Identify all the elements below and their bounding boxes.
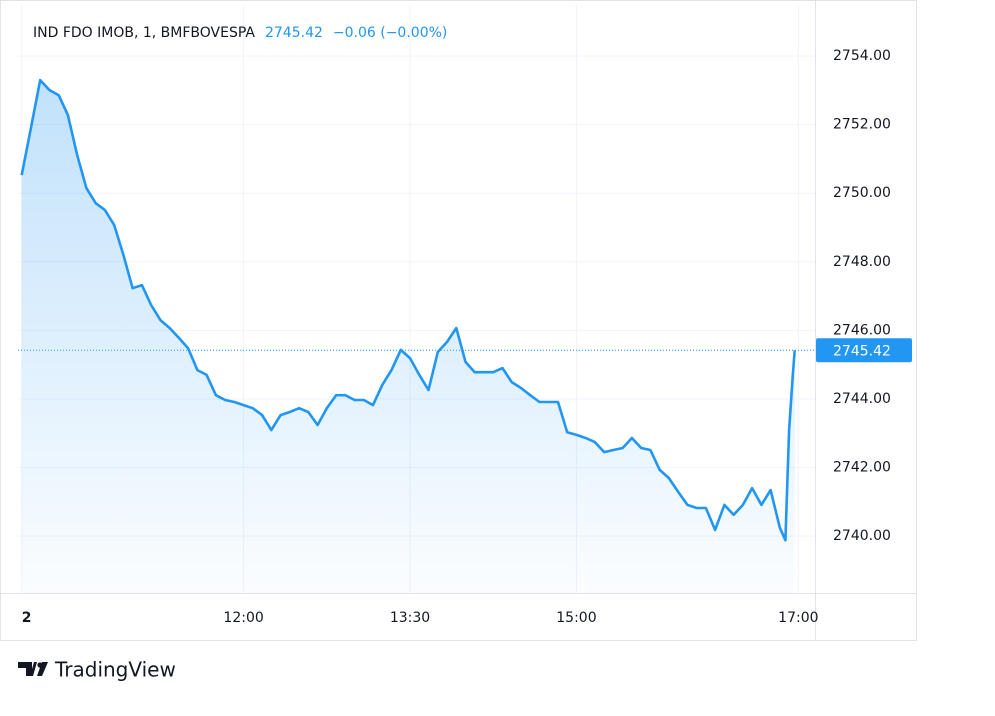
x-tick-label: 17:00 xyxy=(778,610,818,626)
x-tick-label: 13:30 xyxy=(390,610,430,626)
last-price-label: 2745.42 xyxy=(833,343,891,359)
y-tick-label: 2742.00 xyxy=(833,460,891,476)
legend-title: IND FDO IMOB, 1, BMFBOVESPA xyxy=(33,25,255,41)
legend-price: 2745.42 xyxy=(265,25,323,41)
area xyxy=(21,80,795,594)
x-tick-label: 12:00 xyxy=(223,610,263,626)
legend-change: −0.06 (−0.00%) xyxy=(333,25,447,41)
y-tick-label: 2740.00 xyxy=(833,528,891,544)
line xyxy=(20,78,796,542)
y-tick-label: 2744.00 xyxy=(833,391,891,407)
logo: TradingView xyxy=(18,658,176,682)
x-tick-label: 15:00 xyxy=(556,610,596,626)
last-price-badge xyxy=(816,338,912,363)
y-tick-label: 2748.00 xyxy=(833,254,891,270)
logo-icon xyxy=(37,662,48,676)
y-tick-label: 2754.00 xyxy=(833,48,891,64)
y-tick-label: 2752.00 xyxy=(833,117,891,133)
logo-icon xyxy=(18,662,37,676)
brand: TradingView xyxy=(54,658,176,682)
x-tick-label: 2 xyxy=(22,610,32,626)
frame xyxy=(0,0,917,641)
y-tick-label: 2750.00 xyxy=(833,185,891,201)
y-tick-label: 2746.00 xyxy=(833,322,891,338)
legend: IND FDO IMOB, 1, BMFBOVESPA 2745.42 −0.06 … xyxy=(33,25,447,41)
